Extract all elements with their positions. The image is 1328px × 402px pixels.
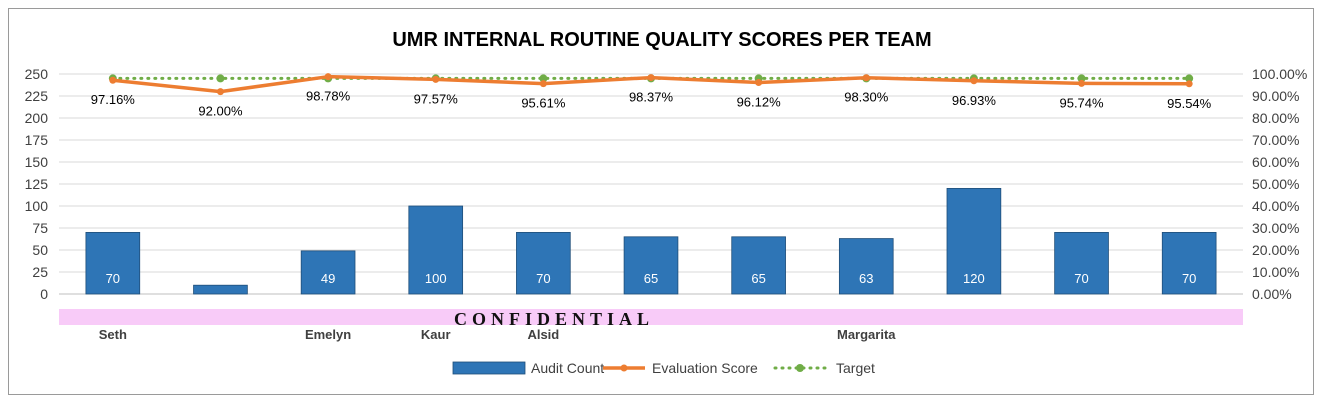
left-axis-tick-label: 150 — [25, 154, 49, 170]
evaluation-score-label: 92.00% — [198, 104, 243, 119]
left-axis-tick-label: 100 — [25, 198, 49, 214]
audit-count-bar — [946, 187, 1002, 295]
evaluation-score-label: 95.74% — [1059, 95, 1104, 110]
category-label: Seth — [99, 327, 127, 342]
evaluation-score-point — [432, 75, 440, 83]
audit-count-label: 65 — [644, 271, 658, 286]
category-labels: Seth Emelyn Kaur Alsid Margarita — [99, 327, 897, 342]
right-axis-tick-label: 10.00% — [1252, 264, 1299, 280]
right-axis-tick-label: 50.00% — [1252, 176, 1299, 192]
audit-count-bars — [85, 187, 1217, 295]
chart-canvas: UMR INTERNAL ROUTINE QUALITY SCORES PER … — [25, 29, 1308, 376]
evaluation-score-point — [539, 80, 547, 88]
right-axis-tick-label: 0.00% — [1252, 286, 1292, 302]
evaluation-score-point — [862, 74, 870, 82]
gridlines — [59, 73, 1243, 295]
legend: Audit Count Evaluation Score Target — [452, 360, 875, 376]
left-axis-tick-label: 175 — [25, 132, 49, 148]
evaluation-score-point — [1185, 80, 1193, 88]
audit-count-bar — [193, 284, 248, 295]
right-axis-tick-label: 70.00% — [1252, 132, 1299, 148]
category-label: Margarita — [837, 327, 896, 342]
right-axis-tick-label: 40.00% — [1252, 198, 1299, 214]
right-axis-tick-label: 90.00% — [1252, 88, 1299, 104]
legend-label-audit-count: Audit Count — [531, 360, 604, 376]
evaluation-score-label: 97.57% — [414, 91, 459, 106]
category-label: Kaur — [421, 327, 451, 342]
evaluation-score-label: 97.16% — [91, 92, 136, 107]
confidential-banner: CONFIDENTIAL — [59, 309, 1243, 329]
chart-frame: UMR INTERNAL ROUTINE QUALITY SCORES PER … — [8, 8, 1314, 395]
category-label: Emelyn — [305, 327, 351, 342]
evaluation-score-point — [109, 76, 117, 84]
legend-label-evaluation-score: Evaluation Score — [652, 360, 758, 376]
legend-marker-evaluation-score — [620, 364, 628, 372]
right-axis: 0.00% 10.00% 20.00% 30.00% 40.00% 50.00% 60.00… — [1252, 66, 1307, 302]
evaluation-score-label: 96.93% — [952, 93, 997, 108]
audit-count-bar — [85, 231, 141, 295]
right-axis-tick-label: 30.00% — [1252, 220, 1299, 236]
audit-count-label: 100 — [425, 271, 447, 286]
confidential-band — [59, 309, 1243, 325]
left-axis-tick-label: 50 — [32, 242, 48, 258]
target-point — [216, 74, 225, 83]
left-axis-tick-label: 25 — [32, 264, 48, 280]
chart-title: UMR INTERNAL ROUTINE QUALITY SCORES PER … — [392, 29, 931, 51]
audit-count-bar — [623, 236, 679, 295]
audit-count-label: 70 — [536, 271, 550, 286]
right-axis-tick-label: 60.00% — [1252, 154, 1299, 170]
right-axis-tick-label: 100.00% — [1252, 66, 1307, 82]
left-axis: 0 25 50 75 100 125 150 175 200 225 250 — [25, 66, 49, 302]
evaluation-score-point — [1078, 79, 1086, 87]
right-axis-tick-label: 80.00% — [1252, 110, 1299, 126]
left-axis-tick-label: 125 — [25, 176, 49, 192]
audit-count-bar — [1054, 231, 1109, 295]
audit-count-bar — [516, 231, 571, 295]
audit-count-label: 120 — [963, 271, 985, 286]
target-point — [539, 74, 548, 83]
evaluation-score-label: 98.78% — [306, 89, 351, 104]
evaluation-score-label: 96.12% — [737, 95, 782, 110]
left-axis-tick-label: 0 — [40, 286, 48, 302]
audit-count-bar — [300, 250, 356, 295]
right-axis-tick-label: 20.00% — [1252, 242, 1299, 258]
evaluation-score-point — [647, 74, 655, 82]
evaluation-score-point — [755, 79, 763, 87]
legend-marker-target — [796, 364, 804, 372]
audit-count-label: 70 — [1074, 271, 1088, 286]
audit-count-label: 49 — [321, 271, 335, 286]
audit-count-bar — [1161, 231, 1217, 295]
audit-count-bar — [731, 236, 786, 295]
target-point — [1077, 74, 1086, 83]
evaluation-score-line — [109, 73, 1193, 96]
evaluation-score-label: 95.61% — [521, 96, 566, 111]
evaluation-score-label: 98.30% — [844, 90, 889, 105]
evaluation-score-point — [970, 77, 978, 85]
left-axis-tick-label: 225 — [25, 88, 49, 104]
legend-swatch-audit-count — [452, 361, 526, 375]
evaluation-score-point — [216, 88, 224, 96]
left-axis-tick-label: 250 — [25, 66, 49, 82]
audit-count-bar — [408, 205, 464, 295]
audit-count-label: 63 — [859, 271, 873, 286]
legend-label-target: Target — [836, 360, 875, 376]
evaluation-score-label: 95.54% — [1167, 96, 1212, 111]
target-point — [1185, 74, 1194, 83]
data-labels: 70 49 100 70 65 65 63 120 70 70 97.16% 92.00% 98.78%… — [91, 89, 1212, 286]
evaluation-score-point — [324, 73, 332, 81]
confidential-watermark: CONFIDENTIAL — [454, 309, 654, 329]
category-label: Alsid — [527, 327, 559, 342]
audit-count-label: 70 — [106, 271, 120, 286]
left-axis-tick-label: 200 — [25, 110, 49, 126]
evaluation-score-label: 98.37% — [629, 90, 674, 105]
left-axis-tick-label: 75 — [32, 220, 48, 236]
audit-count-bar — [838, 238, 894, 295]
audit-count-label: 70 — [1182, 271, 1196, 286]
audit-count-label: 65 — [751, 271, 765, 286]
